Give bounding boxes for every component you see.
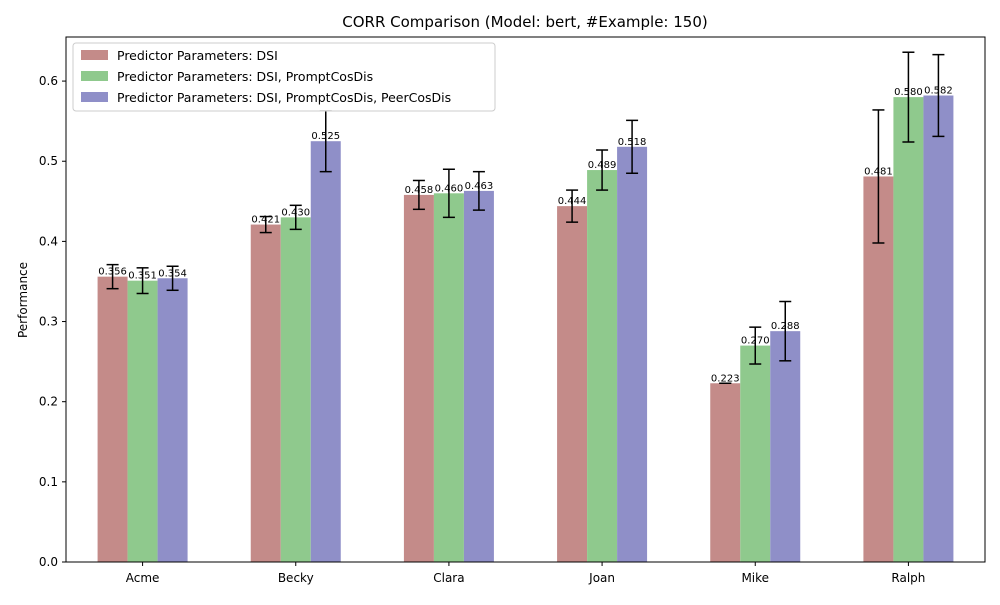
error-bar-clara-series-3	[472, 170, 485, 211]
legend-item-series-3: Predictor Parameters: DSI, PromptCosDis,…	[81, 90, 451, 105]
error-bar-acme-series-2	[136, 267, 149, 295]
data-label-ralph-series-2: 0.580	[894, 87, 923, 98]
error-bar-ralph-series-2	[902, 51, 915, 143]
error-bar-mike-series-3	[779, 300, 792, 362]
y-tick-label: 0.6	[39, 74, 58, 88]
legend-swatch	[81, 92, 108, 102]
y-tick-label: 0.5	[39, 154, 58, 168]
error-bar-joan-series-3	[626, 119, 639, 175]
error-bar-clara-series-1	[412, 179, 425, 211]
y-tick-label: 0.0	[39, 555, 58, 569]
x-tick-label-becky: Becky	[278, 571, 314, 585]
x-tick-label-ralph: Ralph	[891, 571, 925, 585]
y-tick-label: 0.3	[39, 315, 58, 329]
bar-joan-series-2	[587, 170, 618, 562]
bar-acme-series-1	[97, 276, 128, 562]
data-label-clara-series-3: 0.463	[465, 181, 494, 192]
error-bar-acme-series-1	[106, 263, 119, 290]
legend: Predictor Parameters: DSI Predictor Param…	[72, 42, 496, 112]
bar-joan-series-1	[557, 206, 588, 562]
error-bar-ralph-series-1	[872, 109, 885, 244]
data-label-acme-series-2: 0.351	[128, 271, 157, 282]
plot-area: 0.356 0.421 0.458 0.444 0.223 0.481 0.351 0.430…	[39, 36, 986, 585]
bar-joan-series-3	[617, 146, 648, 563]
error-bar-acme-series-3	[166, 265, 179, 292]
data-label-becky-series-2: 0.430	[281, 207, 310, 218]
legend-swatch	[81, 50, 108, 60]
bar-becky-series-2	[280, 217, 311, 562]
error-bar-becky-series-2	[289, 204, 302, 231]
data-label-mike-series-2: 0.270	[741, 336, 770, 347]
error-bar-clara-series-2	[442, 168, 455, 219]
y-axis-label: Performance	[16, 262, 30, 338]
bar-clara-series-1	[403, 194, 434, 562]
y-tick-label: 0.2	[39, 395, 58, 409]
data-label-joan-series-2: 0.489	[588, 160, 617, 171]
bar-acme-series-2	[127, 280, 158, 562]
legend-label: Predictor Parameters: DSI, PromptCosDis	[117, 69, 373, 84]
y-tick-label: 0.1	[39, 475, 58, 489]
legend-label: Predictor Parameters: DSI, PromptCosDis,…	[117, 90, 451, 105]
bar-becky-series-1	[250, 224, 281, 562]
data-label-becky-series-1: 0.421	[251, 215, 280, 226]
data-label-joan-series-3: 0.518	[618, 137, 647, 148]
axes-frame	[65, 36, 986, 563]
legend-item-series-2: Predictor Parameters: DSI, PromptCosDis	[81, 69, 373, 84]
bar-ralph-series-3	[923, 95, 954, 563]
bar-mike-series-2	[740, 345, 771, 562]
legend-swatch	[81, 71, 108, 81]
bar-mike-series-3	[770, 331, 801, 562]
data-label-mike-series-1: 0.223	[711, 373, 740, 384]
bar-acme-series-3	[157, 278, 188, 562]
bar-clara-series-2	[433, 193, 464, 562]
data-label-mike-series-3: 0.288	[771, 321, 800, 332]
error-bar-joan-series-2	[596, 149, 609, 191]
bar-ralph-series-2	[893, 97, 924, 562]
data-label-ralph-series-1: 0.481	[864, 166, 893, 177]
error-bar-ralph-series-3	[932, 53, 945, 138]
chart-title: CORR Comparison (Model: bert, #Example: …	[342, 13, 707, 31]
bar-becky-series-3	[310, 141, 341, 562]
legend-box	[72, 42, 496, 112]
data-label-ralph-series-3: 0.582	[924, 86, 953, 97]
data-label-acme-series-3: 0.354	[158, 268, 187, 279]
x-tick-label-mike: Mike	[741, 571, 769, 585]
y-tick-label: 0.4	[39, 234, 58, 248]
data-label-becky-series-3: 0.525	[311, 131, 340, 142]
data-label-clara-series-1: 0.458	[405, 185, 434, 196]
bar-clara-series-3	[463, 190, 494, 562]
data-label-acme-series-1: 0.356	[98, 267, 127, 278]
data-label-clara-series-2: 0.460	[435, 183, 464, 194]
bar-mike-series-1	[710, 383, 741, 562]
data-label-joan-series-1: 0.444	[558, 196, 587, 207]
legend-item-series-1: Predictor Parameters: DSI	[81, 48, 278, 63]
error-bar-mike-series-2	[749, 326, 762, 365]
x-tick-label-acme: Acme	[126, 571, 160, 585]
error-bar-joan-series-1	[566, 189, 579, 223]
x-tick-label-clara: Clara	[433, 571, 464, 585]
error-bar-becky-series-1	[259, 215, 272, 234]
x-tick-label-joan: Joan	[588, 571, 615, 585]
legend-label: Predictor Parameters: DSI	[117, 48, 278, 63]
